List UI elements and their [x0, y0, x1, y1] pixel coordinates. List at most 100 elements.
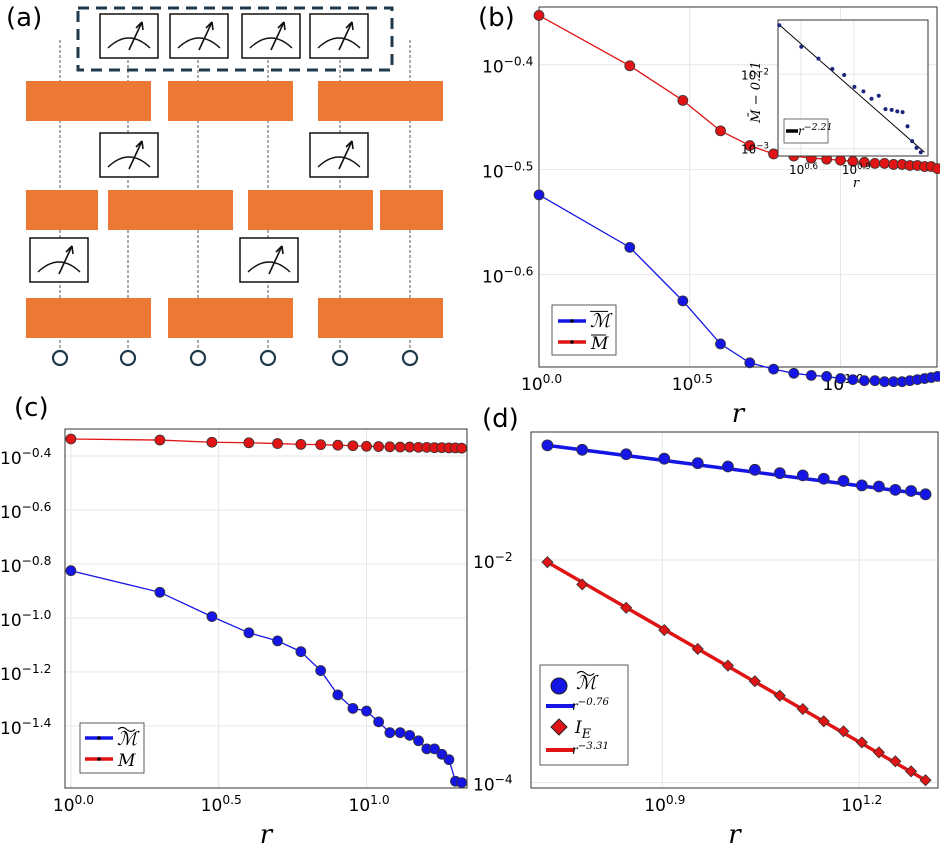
series-IE-point: [773, 689, 786, 702]
panel-c-chart: (c) 100.0 100.5 101.010−0.410−0.610−0.810−…: [0, 393, 468, 844]
legend-calM-bar: ℳ: [590, 310, 613, 332]
y-tick-label-exp: −1.4: [22, 716, 52, 730]
meter-arrowhead: [275, 245, 284, 255]
y-tick-label: 10−0.5: [482, 160, 533, 183]
meter-arrowhead: [277, 21, 286, 31]
series-calM-tilde-point: [919, 488, 932, 501]
meter-arc: [247, 261, 291, 273]
series-calM-tilde-point: [206, 611, 218, 622]
plot-frame: [538, 6, 938, 368]
series-IE-point: [817, 715, 830, 728]
y-tick-label-base: 10: [0, 611, 22, 631]
series-calM-tilde-point: [315, 665, 327, 676]
meter-arc: [317, 37, 361, 49]
series-IE-point: [905, 765, 918, 778]
gate-brick: [26, 81, 151, 121]
meter-arc: [177, 37, 221, 49]
meter-needle: [58, 245, 73, 275]
series-calM-tilde-point: [272, 635, 283, 647]
meter-needle: [128, 21, 143, 51]
series-M-point: [154, 434, 166, 446]
meter-needle: [270, 21, 285, 51]
series-calM-tilde-point: [873, 480, 885, 493]
series-M-bar-point: [869, 157, 881, 169]
meter-arc: [107, 156, 151, 168]
plot-frame: [530, 431, 939, 789]
series-calM-tilde-fit-line: [547, 443, 926, 497]
inset-y-tick-label-base: 10: [741, 143, 756, 157]
x-tick-label: 101.2: [841, 793, 882, 816]
series-calM-tilde-point: [436, 748, 448, 760]
inset-point: [889, 107, 894, 112]
inset-legend-exponent: −2.21: [804, 122, 833, 133]
series-IE-point: [748, 675, 761, 688]
y-tick-label-base: 10: [0, 449, 22, 469]
meter-arc: [37, 261, 81, 273]
y-tick-label-exp: −2: [495, 550, 513, 564]
inset-x-tick-label: 100.6: [789, 162, 818, 177]
inset-point: [830, 67, 835, 72]
series-calM-tilde-point: [394, 727, 406, 739]
gate-brick: [108, 190, 233, 230]
meter-arrowhead: [135, 21, 144, 31]
y-tick-label: 10−0.4: [482, 55, 534, 78]
series-calM-tilde-point: [773, 467, 786, 480]
measurement-meters: [29, 13, 369, 283]
series-calM-tilde-point: [748, 463, 761, 476]
series-calM-tilde-point: [722, 460, 734, 473]
gate-brick: [380, 190, 443, 230]
legend: ℳM: [551, 304, 617, 356]
series-M-point: [243, 437, 255, 449]
meter-arc: [249, 37, 293, 49]
series-calM-tilde-point: [576, 443, 589, 456]
x-tick-label: 100.0: [53, 793, 94, 816]
meter-needle: [338, 21, 353, 51]
qubit-circle: [259, 349, 277, 367]
inset-point: [905, 124, 910, 129]
gate-brick: [26, 298, 151, 338]
series-calM-bar-point: [821, 371, 833, 382]
inset-point: [869, 96, 874, 101]
meter-arrowhead: [135, 140, 144, 150]
measurement-meter-icon: [99, 13, 159, 59]
meter-box: [309, 132, 369, 178]
series-M-bar-point: [677, 95, 689, 106]
series-calM-tilde-point: [905, 485, 917, 497]
x-tick-label-exp: 0.0: [543, 372, 562, 386]
y-tick-label-base: 10: [473, 553, 495, 573]
legend-IE-subscript: E: [581, 727, 592, 742]
panel-a-label: (a): [6, 3, 42, 33]
x-tick-label-base: 10: [521, 375, 543, 395]
inset-point: [777, 23, 782, 28]
series-calM-bar-point: [869, 375, 881, 387]
y-tick-label-exp: −0.6: [504, 265, 534, 279]
x-tick-label-base: 10: [349, 796, 371, 816]
series-M-bar-point: [932, 163, 940, 175]
inset-point: [852, 84, 857, 89]
qubit-circles: [51, 349, 419, 367]
inset-fit-line: [779, 24, 925, 153]
x-tick-label: 100.9: [644, 793, 685, 816]
x-tick-label: 100.0: [521, 372, 562, 395]
inset-y-axis-label-group: M̄ − 0.21: [748, 61, 764, 123]
meter-arrowhead: [345, 21, 354, 31]
series-calM-bar-point: [932, 371, 940, 382]
panel-b-plot: 100.0100.5101.010−0.410−0.510−0.6rℳM100.…: [482, 6, 940, 429]
panel-c-label: (c): [14, 393, 49, 423]
series-M-point: [295, 438, 307, 450]
series-M-point: [456, 442, 468, 454]
gate-brick: [318, 81, 443, 121]
series-calM-tilde-point: [373, 716, 385, 728]
plot-frame: [64, 428, 468, 789]
y-tick-label: 10−0.6: [482, 265, 534, 288]
meter-box: [239, 237, 299, 283]
series-IE-point: [620, 601, 633, 614]
series-IE-point: [837, 725, 850, 738]
inset-point: [861, 89, 866, 94]
inset-x-tick-label-base: 10: [842, 163, 857, 177]
inset-y-tick-label: 10−3: [741, 142, 769, 157]
series-calM-tilde-point: [456, 777, 468, 789]
series-IE-point: [658, 623, 671, 637]
